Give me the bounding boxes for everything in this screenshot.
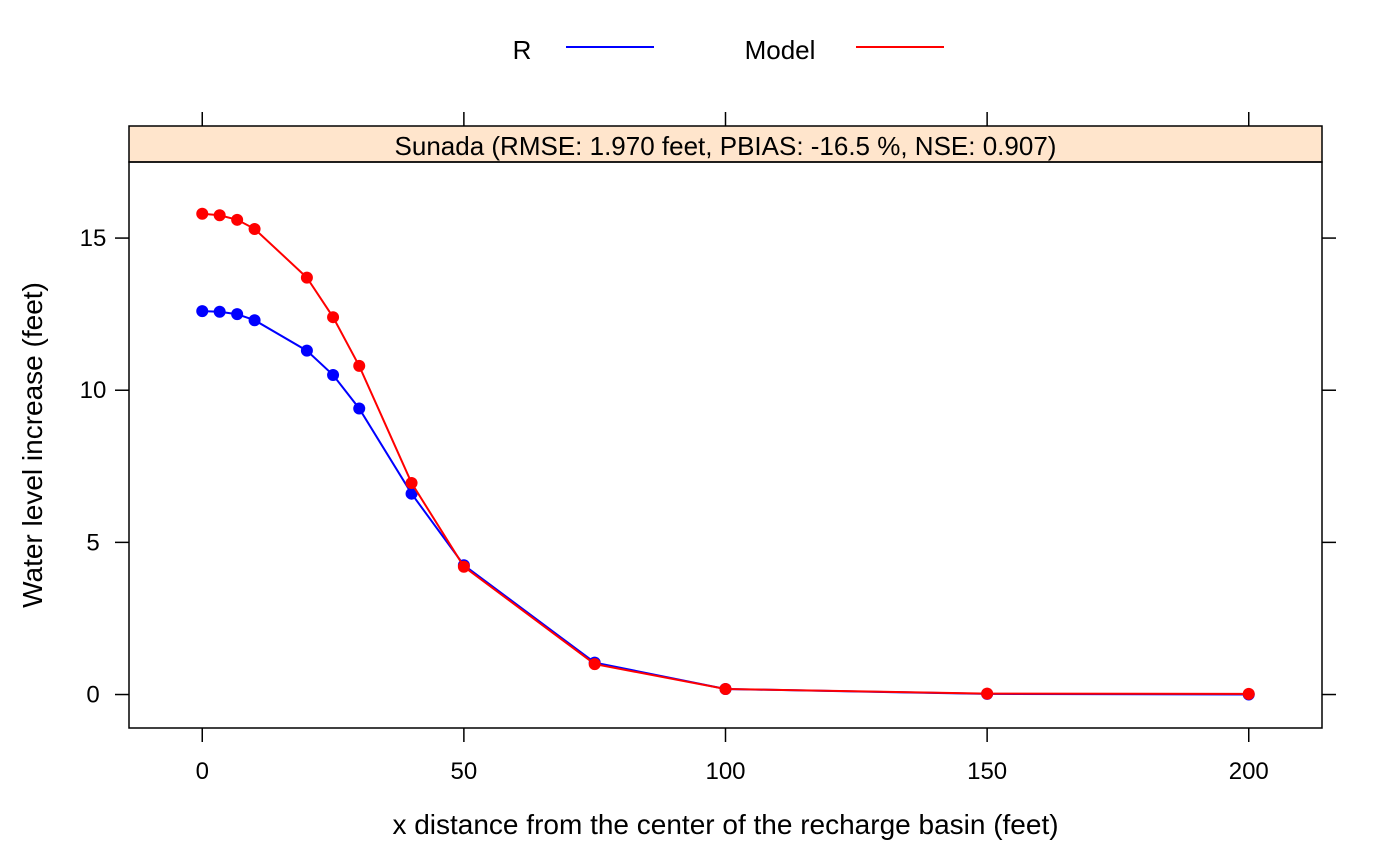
x-axis-label: x distance from the center of the rechar… — [392, 809, 1058, 840]
plot-panel — [128, 161, 1323, 729]
data-point-model — [588, 658, 601, 671]
data-point-model — [248, 222, 261, 235]
data-point-model — [719, 683, 732, 696]
data-point-model — [196, 207, 209, 220]
series-line-model — [202, 212, 1249, 695]
x-tick-label: 0 — [196, 758, 209, 785]
data-point-model — [213, 209, 226, 222]
legend: R Model — [513, 35, 944, 65]
data-point-r — [327, 369, 340, 382]
legend-label-model: Model — [745, 35, 816, 65]
data-point-model — [981, 687, 994, 700]
strip-background — [128, 125, 1323, 163]
series-layer — [196, 207, 1255, 701]
y-tick-label: 15 — [80, 225, 107, 252]
y-tick-label: 0 — [86, 682, 99, 709]
data-point-model — [1242, 687, 1255, 700]
strip-title: Sunada (RMSE: 1.970 feet, PBIAS: -16.5 %… — [395, 131, 1057, 161]
y-tick-label: 10 — [80, 377, 107, 404]
data-point-r — [405, 487, 418, 500]
data-point-model — [300, 271, 313, 284]
series-model — [196, 207, 1255, 700]
x-tick-label: 150 — [967, 758, 1007, 785]
y-tick-label: 5 — [86, 529, 99, 556]
data-point-model — [457, 560, 470, 573]
x-tick-label: 50 — [451, 758, 478, 785]
data-point-model — [231, 213, 244, 226]
data-point-r — [231, 308, 244, 321]
axis-ticks: 0 50 100 150 200 0 5 10 15 — [80, 112, 1336, 785]
y-axis-label: Water level increase (feet) — [17, 282, 48, 608]
data-point-r — [248, 314, 261, 327]
data-point-model — [353, 359, 366, 372]
data-point-r — [353, 402, 366, 415]
data-point-model — [405, 477, 418, 490]
legend-label-r: R — [513, 35, 532, 65]
data-point-r — [196, 305, 209, 318]
data-point-r — [213, 305, 226, 318]
x-tick-label: 100 — [705, 758, 745, 785]
data-point-r — [300, 344, 313, 357]
x-tick-label: 200 — [1229, 758, 1269, 785]
data-point-model — [327, 311, 340, 324]
